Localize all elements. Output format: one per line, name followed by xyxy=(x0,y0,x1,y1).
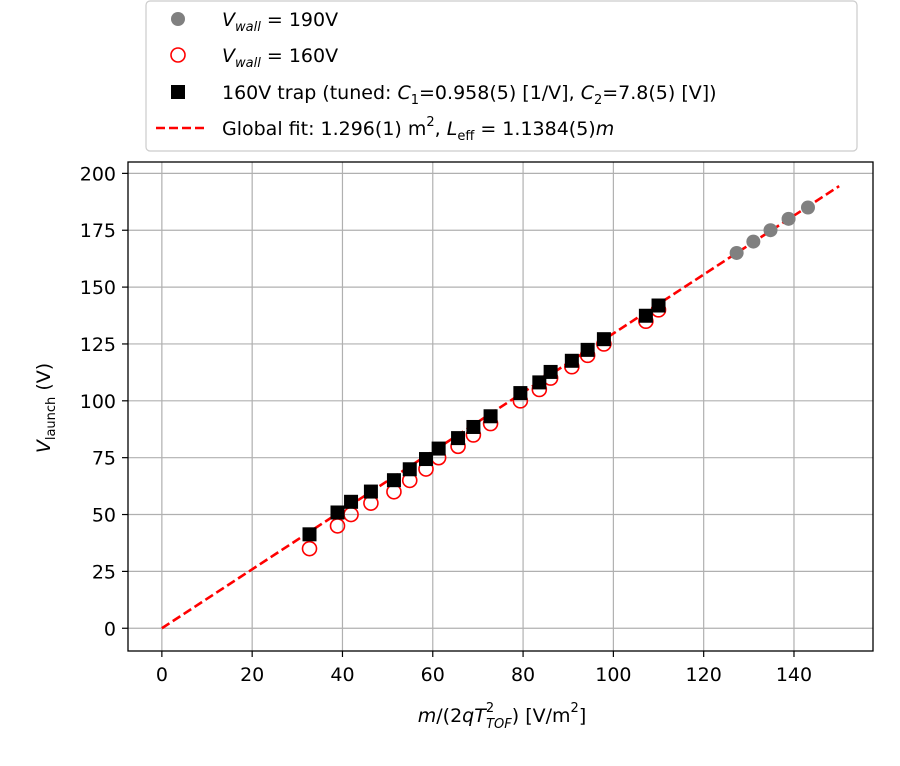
grid-lines xyxy=(128,162,873,651)
x-tick-label: 120 xyxy=(686,664,722,686)
point-160v-trap xyxy=(419,452,433,467)
x-tick-label: 100 xyxy=(595,664,631,686)
y-tick-label: 150 xyxy=(80,277,116,299)
x-tick-label: 60 xyxy=(421,664,445,686)
legend-label-160v: Vwall = 160V xyxy=(222,45,338,71)
point-190v xyxy=(781,211,796,226)
x-axis-ticks: 0 20 40 60 80 100 120 140 xyxy=(156,651,812,686)
point-160v-trap xyxy=(402,462,417,477)
point-160v-trap xyxy=(638,308,653,323)
legend-label-fit: Global fit: 1.296(1) m2, Leff = 1.1384(5… xyxy=(222,115,614,144)
y-tick-label: 125 xyxy=(80,334,116,356)
x-axis-label: m/(2qT2 TOF) [V/m2] xyxy=(418,701,587,732)
point-190v xyxy=(729,245,744,260)
y-tick-label: 0 xyxy=(104,618,116,640)
point-160v-trap xyxy=(386,473,401,488)
point-160v-trap xyxy=(513,386,528,401)
point-190v xyxy=(763,223,778,238)
point-160v-trap xyxy=(451,431,466,446)
legend-marker-trap xyxy=(171,85,185,99)
y-tick-label: 50 xyxy=(92,505,116,527)
legend-marker-190v xyxy=(171,12,185,26)
x-tick-label: 140 xyxy=(776,664,812,686)
point-160v-trap xyxy=(651,298,666,313)
y-tick-label: 200 xyxy=(80,163,116,185)
point-160v-trap xyxy=(564,353,579,368)
point-160v xyxy=(301,540,318,557)
x-tick-label: 40 xyxy=(330,664,354,686)
data-points xyxy=(301,200,815,557)
point-160v-trap xyxy=(330,505,345,520)
point-160v-trap xyxy=(580,342,595,357)
y-axis-label: Vlaunch (V) xyxy=(33,363,59,453)
fit-line-layer xyxy=(161,185,840,630)
legend: Vwall = 190V Vwall = 160V 160V trap (tun… xyxy=(145,0,858,152)
global-fit-line xyxy=(161,185,840,630)
y-tick-label: 25 xyxy=(92,561,116,583)
point-160v-trap xyxy=(596,332,611,347)
legend-marker-160v xyxy=(170,47,186,63)
plot-frame xyxy=(127,161,874,652)
point-160v-trap xyxy=(483,409,498,424)
x-tick-label: 20 xyxy=(240,664,264,686)
point-160v-trap xyxy=(431,441,446,456)
point-160v-trap xyxy=(543,364,558,379)
y-axis-ticks: 0 25 50 75 100 125 150 175 200 xyxy=(80,163,128,640)
legend-box xyxy=(145,0,858,152)
y-tick-label: 100 xyxy=(80,391,116,413)
legend-label-trap: 160V trap (tuned: C1=0.958(5) [1/V], C2=… xyxy=(222,82,717,108)
x-tick-label: 80 xyxy=(511,664,535,686)
point-190v xyxy=(800,200,815,215)
point-160v-trap xyxy=(344,494,359,509)
point-160v-trap xyxy=(466,419,481,434)
y-tick-label: 75 xyxy=(92,448,116,470)
y-tick-label: 175 xyxy=(80,220,116,242)
legend-label-190v: Vwall = 190V xyxy=(222,9,338,35)
point-160v-trap xyxy=(302,527,317,542)
x-tick-label: 0 xyxy=(156,664,168,686)
point-160v-trap xyxy=(532,375,547,390)
point-190v xyxy=(746,234,761,249)
point-160v-trap xyxy=(363,484,378,499)
